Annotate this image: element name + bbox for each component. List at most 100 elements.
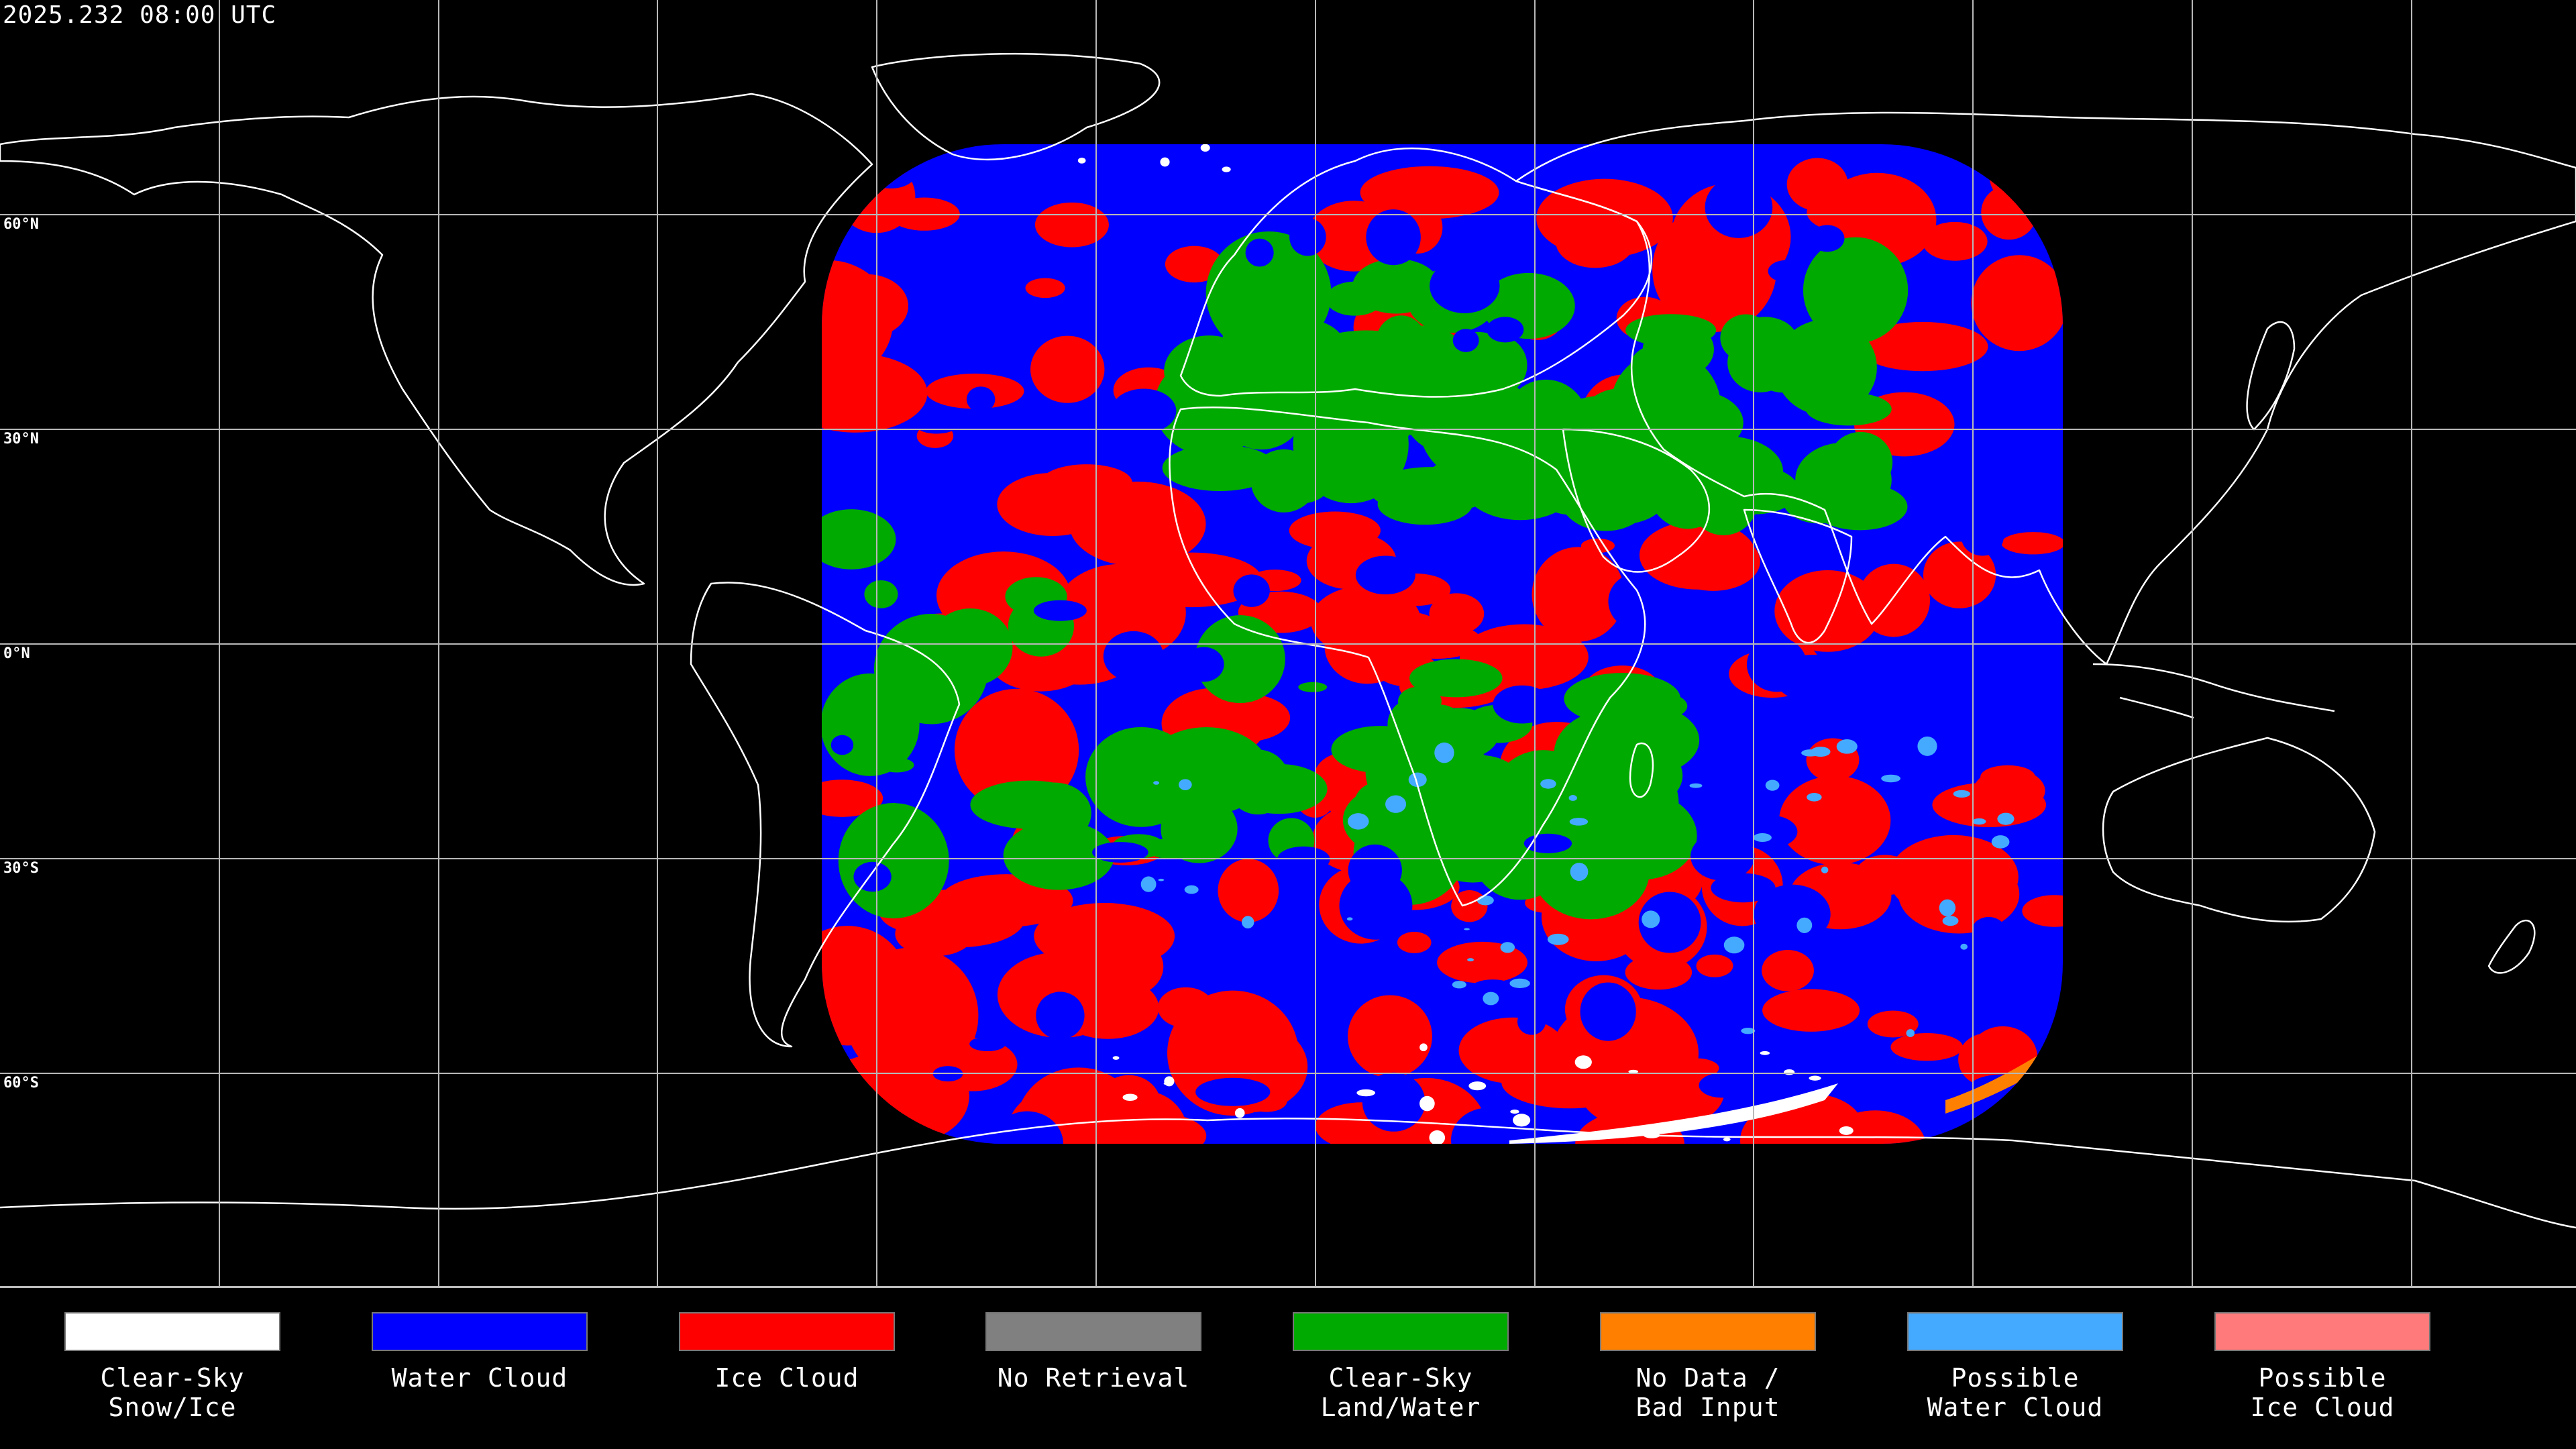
water-cloud-region [1245, 238, 1274, 267]
coastline-japan [2246, 321, 2296, 431]
water-cloud-region [882, 781, 920, 804]
clear-sky-region [1223, 274, 1317, 354]
coastline-asia [1515, 111, 2576, 665]
possible-water-cloud-region [1140, 876, 1157, 892]
latlon-grid [0, 0, 2576, 1286]
possible-water-cloud-region [1960, 943, 1968, 950]
legend-item-water-cloud: Water Cloud [325, 1312, 634, 1393]
snow-ice-region [1112, 1056, 1120, 1060]
water-cloud-region [1144, 667, 1182, 700]
possible-water-cloud-region [1540, 779, 1556, 789]
ice-cloud-region [1016, 1067, 1142, 1144]
ice-cloud-region [1391, 623, 1482, 659]
legend-label: Clear-Sky Snow/Ice [100, 1363, 245, 1422]
possible-water-cloud-region [1547, 933, 1569, 945]
possible-water-cloud-region [1477, 895, 1494, 906]
ice-cloud-region [1397, 932, 1432, 953]
legend-item-clear-sky-snow-ice: Clear-Sky Snow/Ice [18, 1312, 327, 1422]
possible-water-cloud-region [1153, 781, 1160, 785]
coastline-europe [1179, 147, 1652, 398]
legend-swatch-clear-sky-snow-ice [64, 1312, 280, 1351]
snow-ice-region [1164, 1076, 1175, 1087]
ice-cloud-region [1121, 552, 1263, 608]
ice-cloud-region [1652, 206, 1777, 332]
ice-cloud-region [1971, 255, 2063, 352]
ice-cloud-region [1958, 1033, 2013, 1086]
snow-ice-region [1419, 1095, 1435, 1112]
clear-sky-region [1586, 792, 1697, 880]
snow-ice-region [1510, 1109, 1519, 1114]
snow-ice-region [1429, 1130, 1446, 1144]
lat-label-equator: 0°N [3, 645, 30, 662]
ice-cloud-region [1666, 532, 1760, 591]
ice-cloud-region [1165, 246, 1224, 283]
possible-water-cloud-region [1452, 981, 1466, 989]
possible-water-cloud-region [1570, 863, 1589, 881]
legend-label: No Retrieval [997, 1363, 1190, 1393]
water-cloud-region [969, 1036, 1006, 1052]
water-cloud-region [1452, 329, 1479, 352]
ice-cloud-region [1807, 193, 1888, 232]
legend-item-ice-cloud: Ice Cloud [633, 1312, 941, 1393]
water-cloud-region [1580, 982, 1636, 1041]
water-cloud-region [1523, 833, 1572, 853]
possible-water-cloud-region [1408, 772, 1427, 788]
legend-item-possible-water-cloud: Possible Water Cloud [1861, 1312, 2169, 1422]
legend-swatch-water-cloud [372, 1312, 588, 1351]
possible-water-cloud-region [1821, 866, 1829, 873]
possible-water-cloud-region [1483, 991, 1499, 1006]
possible-water-cloud-region [1991, 835, 2010, 849]
ice-cloud-region [1779, 775, 1891, 865]
possible-water-cloud-region [1997, 812, 2015, 825]
ice-cloud-region [1360, 166, 1499, 219]
possible-water-cloud-region [1836, 739, 1858, 754]
possible-water-cloud-region [1347, 813, 1369, 830]
clear-sky-region [1727, 332, 1793, 392]
water-cloud-region [1366, 209, 1421, 266]
possible-water-cloud-region [1569, 818, 1589, 826]
clear-sky-region [838, 803, 949, 919]
ice-cloud-region [1890, 1033, 1963, 1061]
snow-ice-region [1839, 1126, 1854, 1135]
clear-sky-region [1226, 749, 1290, 815]
ice-cloud-region [1751, 1099, 1867, 1144]
water-cloud-region [1978, 650, 2035, 709]
ice-cloud-region [1857, 564, 1931, 637]
ice-cloud-region [1867, 1010, 1919, 1038]
water-cloud-region [1487, 317, 1524, 343]
clear-sky-region [1265, 468, 1329, 504]
snow-ice-region [1222, 166, 1231, 172]
water-cloud-region [1754, 884, 1831, 945]
legend-item-no-data-bad-input: No Data / Bad Input [1554, 1312, 1862, 1422]
water-cloud-region [1036, 991, 1085, 1040]
ice-cloud-region [1034, 202, 1109, 248]
timestamp: 2025.232 08:00 UTC [3, 1, 277, 29]
water-cloud-region [966, 386, 996, 413]
clear-sky-region [1633, 692, 1688, 720]
water-cloud-region [917, 420, 956, 434]
coastline-india [1743, 508, 1853, 644]
possible-water-cloud-region [1741, 1028, 1756, 1034]
possible-water-cloud-region [1972, 818, 1986, 825]
possible-water-cloud-region [1179, 779, 1192, 790]
clear-sky-region [1570, 480, 1663, 525]
cloud-phase-map[interactable] [0, 0, 2576, 1286]
clear-sky-region [1601, 753, 1641, 785]
water-cloud-region [1517, 1008, 1546, 1035]
ice-cloud-region [2001, 532, 2063, 555]
coastline-new-zealand [2487, 919, 2536, 974]
clear-sky-region [1162, 444, 1277, 492]
water-cloud-region [1690, 831, 1755, 881]
coastline-indonesia [2092, 663, 2335, 719]
clear-sky-region [1774, 319, 1877, 416]
ice-cloud-region [1348, 995, 1432, 1078]
water-cloud-region [1233, 574, 1270, 607]
water-cloud-region [1181, 930, 1225, 951]
ice-cloud-region [1040, 464, 1132, 501]
water-cloud-region [1430, 258, 1500, 313]
snow-ice-region [1200, 144, 1210, 152]
water-cloud-region [1608, 573, 1666, 630]
clear-sky-region [1351, 827, 1390, 841]
snow-ice-region [1419, 1043, 1428, 1052]
snow-ice-region [1163, 1082, 1169, 1085]
